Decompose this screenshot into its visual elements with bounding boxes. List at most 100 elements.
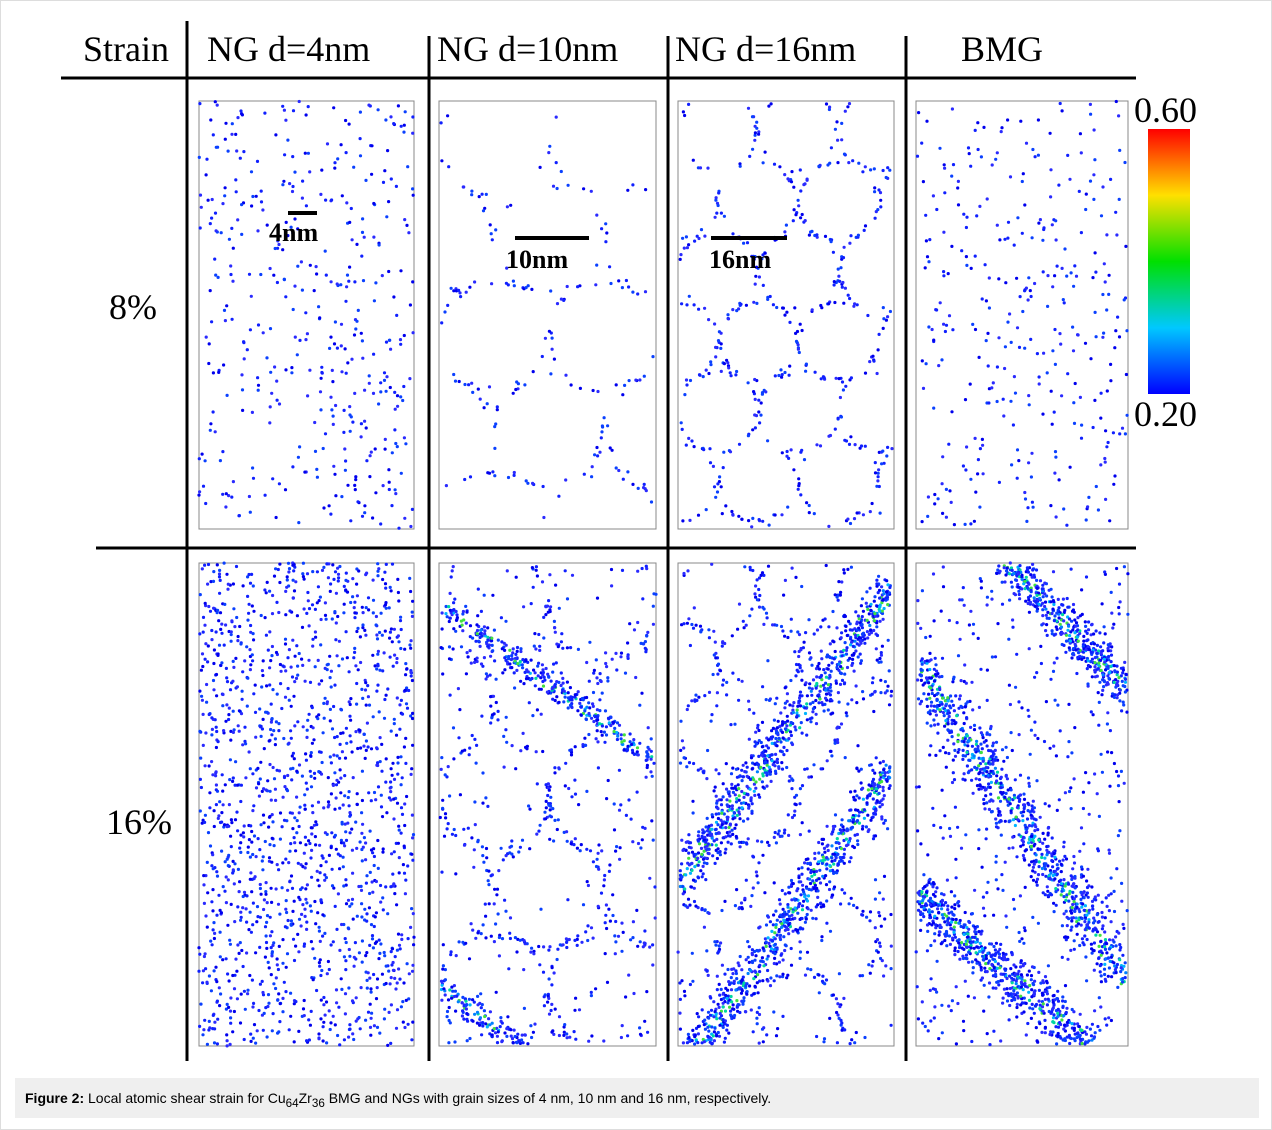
atom-dot xyxy=(495,893,498,896)
atom-dot xyxy=(493,940,496,943)
atom-dot xyxy=(476,931,479,934)
atom-dot xyxy=(865,916,868,919)
atom-dot xyxy=(1053,328,1056,331)
atom-dot xyxy=(549,610,552,613)
atom-dot xyxy=(850,1038,853,1041)
atom-dot xyxy=(453,1040,456,1043)
atom-dot xyxy=(355,1020,358,1023)
atom-dot xyxy=(213,932,216,935)
atom-dot xyxy=(239,642,242,645)
atom-dot xyxy=(352,656,355,659)
atom-dot xyxy=(838,701,841,704)
atom-dot xyxy=(290,666,293,669)
atom-dot xyxy=(775,744,778,747)
atom-dot xyxy=(964,398,967,401)
atom-dot xyxy=(471,391,474,394)
atom-dot xyxy=(565,1032,568,1035)
atom-dot xyxy=(276,957,279,960)
atom-dot xyxy=(877,661,880,664)
atom-dot xyxy=(519,647,522,650)
atom-dot xyxy=(743,626,746,629)
atom-dot xyxy=(790,630,793,633)
atom-dot xyxy=(762,161,765,164)
atom-dot xyxy=(837,599,840,602)
atom-dot xyxy=(713,485,716,488)
atom-dot xyxy=(461,629,464,632)
atom-dot xyxy=(510,666,513,669)
atom-dot xyxy=(366,987,369,990)
atom-dot xyxy=(411,115,414,118)
atom-dot xyxy=(373,925,376,928)
atom-dot xyxy=(843,892,846,895)
atom-dot xyxy=(481,193,484,196)
atom-dot xyxy=(754,731,757,734)
atom-dot xyxy=(585,718,588,721)
atom-dot xyxy=(547,949,550,952)
atom-dot xyxy=(687,243,690,246)
atom-dot xyxy=(808,686,811,689)
atom-dot xyxy=(942,323,945,326)
atom-dot xyxy=(321,935,324,938)
atom-dot xyxy=(827,525,830,528)
atom-dot xyxy=(819,304,822,307)
atom-dot xyxy=(840,122,843,125)
atom-dot xyxy=(714,346,717,349)
atom-dot xyxy=(1124,432,1127,435)
atom-dot xyxy=(281,962,284,965)
atom-dot xyxy=(278,913,281,916)
atom-dot xyxy=(268,843,271,846)
atom-dot xyxy=(374,915,377,918)
atom-dot xyxy=(566,681,569,684)
atom-dot xyxy=(217,652,220,655)
atom-dot xyxy=(835,727,838,730)
atom-dot xyxy=(882,618,885,621)
atom-dot xyxy=(550,1003,553,1006)
atom-dot xyxy=(355,630,358,633)
atom-dot xyxy=(525,479,528,482)
atom-dot xyxy=(1102,332,1105,335)
atom-dot xyxy=(960,249,963,252)
atom-dot xyxy=(335,783,338,786)
atom-dot xyxy=(203,955,206,958)
atom-dot xyxy=(352,1038,355,1041)
atom-dot xyxy=(857,234,860,237)
atom-dot xyxy=(359,661,362,664)
atom-dot xyxy=(467,827,470,830)
atom-dot xyxy=(879,511,882,514)
atom-dot xyxy=(318,926,321,929)
atom-dot xyxy=(978,506,981,509)
atom-dot xyxy=(683,990,686,993)
atom-dot xyxy=(615,466,618,469)
atom-dot xyxy=(291,639,294,642)
atom-dot xyxy=(839,902,842,905)
atom-dot xyxy=(224,623,227,626)
atom-dot xyxy=(714,944,717,947)
atom-dot xyxy=(402,1021,405,1024)
atom-dot xyxy=(585,848,588,851)
atom-dot xyxy=(790,734,793,737)
atom-dot xyxy=(224,138,227,141)
atom-dot xyxy=(363,908,366,911)
atom-dot xyxy=(853,640,856,643)
atom-dot xyxy=(595,446,598,449)
atom-dot xyxy=(245,645,248,648)
atom-dot xyxy=(585,790,588,793)
atom-dot xyxy=(530,1036,533,1039)
atom-dot xyxy=(705,777,708,780)
atom-dot xyxy=(281,105,284,108)
atom-dot xyxy=(632,738,635,741)
atom-dot xyxy=(722,795,725,798)
atom-dot xyxy=(252,902,255,905)
atom-dot xyxy=(793,810,796,813)
atom-dot xyxy=(444,993,447,996)
atom-dot xyxy=(772,763,775,766)
atom-dot xyxy=(226,588,229,591)
atom-dot xyxy=(394,488,397,491)
atom-dot xyxy=(696,235,699,238)
atom-dot xyxy=(549,796,552,799)
atom-dot xyxy=(765,698,768,701)
atom-dot xyxy=(877,468,880,471)
atom-dot xyxy=(333,167,336,170)
atom-dot xyxy=(821,975,824,978)
atom-dot xyxy=(483,656,486,659)
